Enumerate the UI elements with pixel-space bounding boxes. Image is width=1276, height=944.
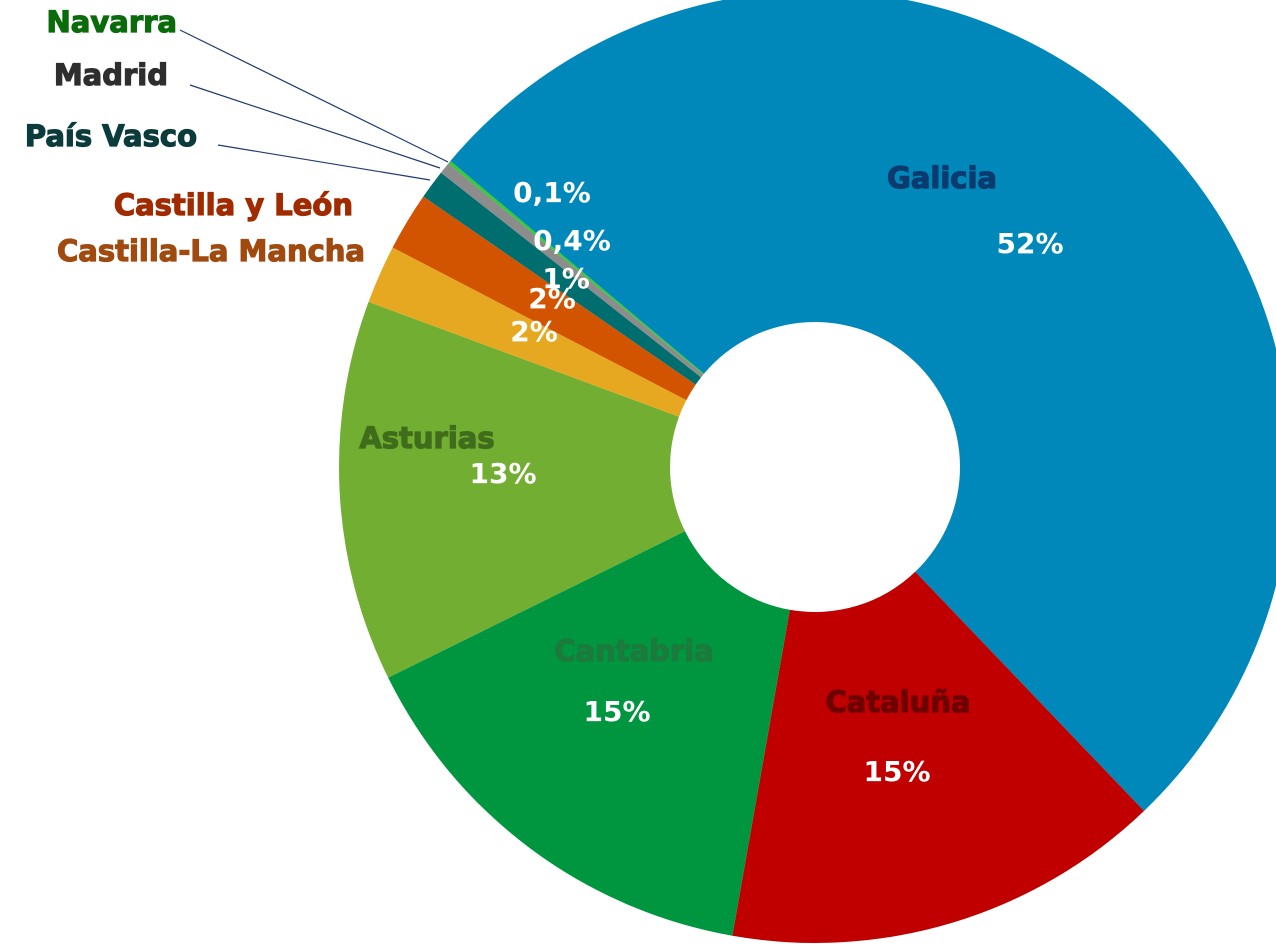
slice-name: Castilla y León bbox=[114, 188, 353, 222]
slice-name: Madrid bbox=[54, 58, 168, 92]
donut-slice bbox=[388, 531, 790, 936]
donut-slice bbox=[732, 571, 1145, 943]
donut-slice bbox=[450, 0, 1276, 811]
donut-slice bbox=[392, 196, 696, 401]
slice-name: Asturias bbox=[359, 421, 494, 455]
value-label: 52% bbox=[996, 227, 1063, 260]
value-label: 0,4% bbox=[533, 224, 611, 257]
slice-name: Cataluña bbox=[825, 685, 970, 719]
leader-line bbox=[189, 84, 441, 169]
donut-slice bbox=[368, 247, 687, 417]
value-label: 15% bbox=[863, 755, 930, 788]
value-label: 2% bbox=[510, 315, 558, 348]
slice-name: Cantabria bbox=[554, 634, 714, 668]
leader-line bbox=[217, 144, 431, 181]
slice-name: Castilla-La Mancha bbox=[57, 234, 365, 268]
donut-slice bbox=[448, 161, 704, 375]
leader-line bbox=[179, 29, 449, 163]
slice-name: Navarra bbox=[47, 5, 178, 39]
value-label: 0,1% bbox=[513, 176, 591, 209]
value-label: 15% bbox=[583, 695, 650, 728]
value-label: 1% bbox=[542, 262, 590, 295]
slice-name: Galicia bbox=[887, 161, 997, 195]
donut-slice bbox=[440, 163, 704, 378]
value-label: 2% bbox=[528, 282, 576, 315]
donut-slice bbox=[339, 301, 685, 678]
slice-name: País Vasco bbox=[25, 119, 197, 153]
value-label: 13% bbox=[469, 457, 536, 490]
donut-slice bbox=[423, 172, 702, 385]
